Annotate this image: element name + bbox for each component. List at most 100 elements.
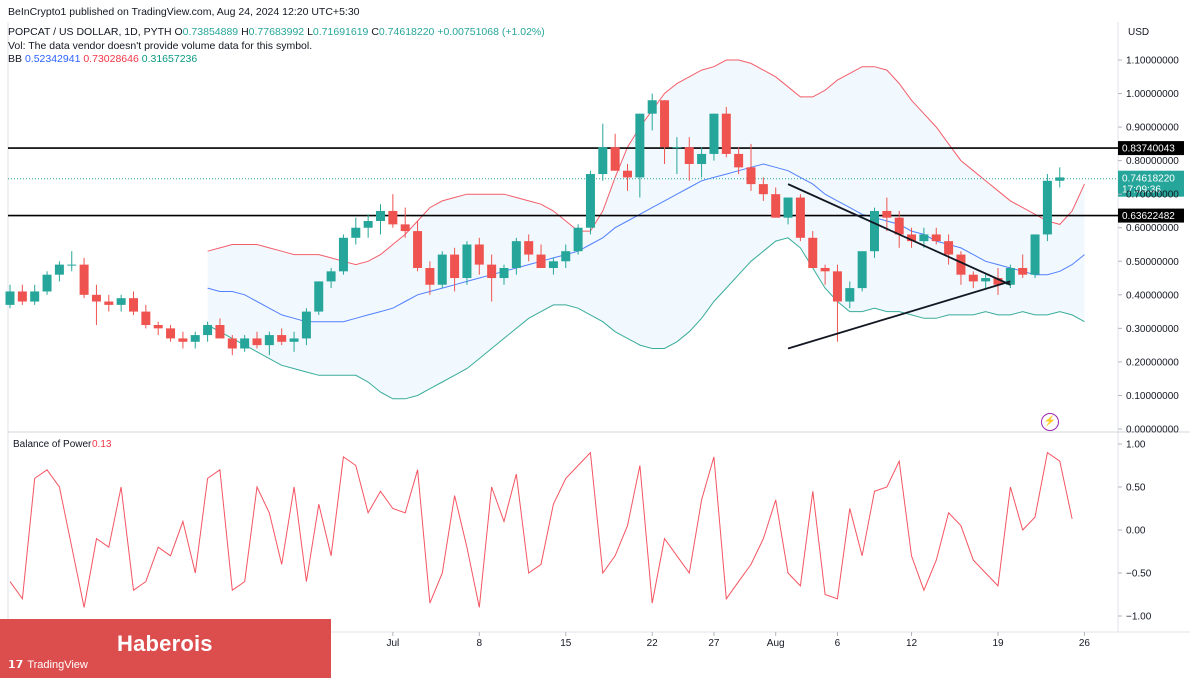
- candle-body: [697, 153, 707, 164]
- last-price-box: [1118, 170, 1184, 197]
- bb-lower-value: 0.31657236: [141, 53, 198, 65]
- candle-body: [338, 237, 348, 272]
- candle-body: [30, 291, 40, 302]
- price-tick-label: 0.60000000: [1126, 223, 1179, 234]
- candle-body: [301, 311, 311, 339]
- bop-title: Balance of Power: [13, 439, 92, 450]
- currency-label[interactable]: USD: [1128, 27, 1150, 38]
- candle-body: [190, 335, 200, 342]
- candle-body: [450, 254, 460, 279]
- candle-body: [758, 184, 768, 195]
- publisher-line: BeInCrypto1 published on TradingView.com…: [8, 6, 360, 18]
- countdown-text: 17:09:36: [1122, 185, 1161, 196]
- trendline: [787, 280, 1011, 350]
- candle-body: [289, 338, 299, 342]
- candle-body: [820, 267, 830, 272]
- bb-basis-line: [207, 163, 1085, 323]
- candle-body: [845, 288, 855, 302]
- candle-body: [907, 234, 917, 242]
- lightning-icon[interactable]: ⚡: [1041, 413, 1059, 431]
- bollinger-bands: [207, 59, 1085, 400]
- bop-tick-label: −0.50: [1126, 569, 1152, 580]
- tradingview-logo-icon: 𝟭𝟳: [8, 659, 24, 671]
- candle-body: [91, 294, 101, 302]
- candles: [5, 93, 1065, 356]
- candle-body: [647, 100, 657, 114]
- candle-body: [277, 335, 287, 342]
- last-price-text: 0.74618220: [1122, 174, 1175, 185]
- change-value: +0.00751068 (+1.02%): [437, 26, 545, 38]
- ohlc-legend: POPCAT / US DOLLAR, 1D, PYTH O0.73854889…: [8, 26, 545, 38]
- price-tick-label: 1.10000000: [1126, 56, 1179, 67]
- candle-body: [882, 210, 892, 218]
- level-label-text: 0.63622482: [1122, 211, 1175, 222]
- candle-body: [252, 338, 262, 346]
- candle-body: [42, 274, 52, 292]
- candle-body: [141, 311, 151, 326]
- candle-body: [870, 210, 879, 252]
- price-tick-label: 0.10000000: [1126, 391, 1179, 402]
- price-tick-label: 0.50000000: [1126, 257, 1179, 268]
- candle-body: [1055, 177, 1065, 181]
- candle-body: [660, 100, 670, 148]
- time-tick-label: Aug: [767, 638, 785, 649]
- bb-basis-value: 0.52342941: [24, 53, 81, 65]
- price-tick-label: 0.20000000: [1126, 357, 1179, 368]
- candle-body: [166, 328, 176, 339]
- candle-body: [425, 267, 435, 285]
- time-tick-label: 12: [906, 638, 918, 649]
- candle-body: [129, 298, 138, 312]
- candle-body: [54, 264, 64, 275]
- symbol-label: POPCAT / US DOLLAR, 1D, PYTH: [8, 26, 172, 38]
- candle-body: [956, 254, 966, 275]
- candle-body: [5, 291, 15, 305]
- time-tick-label: 6: [835, 638, 841, 649]
- candle-body: [585, 174, 595, 228]
- time-tick-label: 15: [560, 638, 572, 649]
- candle-body: [17, 291, 27, 302]
- candle-body: [388, 210, 398, 225]
- candle-body: [240, 338, 250, 349]
- time-tick-label: 27: [708, 638, 720, 649]
- price-tick-label: 1.00000000: [1126, 89, 1179, 100]
- candle-body: [215, 325, 225, 339]
- bb-lower-line: [207, 237, 1085, 400]
- candle-body: [931, 234, 941, 242]
- candle-body: [400, 224, 410, 232]
- candle-body: [894, 217, 904, 235]
- candle-body: [116, 298, 126, 305]
- candle-body: [734, 153, 744, 168]
- bop-tick-label: 0.50: [1126, 483, 1146, 494]
- bop-tick-label: 0.00: [1126, 526, 1146, 537]
- volume-note: Vol: The data vendor doesn't provide vol…: [8, 40, 313, 52]
- candle-body: [610, 147, 620, 171]
- candle-body: [264, 335, 274, 346]
- balance-of-power-plot: Balance of Power 0.13: [9, 439, 1073, 608]
- candle-body: [351, 227, 361, 238]
- candle-body: [413, 231, 423, 268]
- candle-body: [684, 147, 694, 164]
- candle-body: [548, 261, 558, 268]
- candle-body: [104, 301, 114, 305]
- price-tick-label: 0.90000000: [1126, 123, 1179, 134]
- candle-body: [487, 264, 497, 279]
- bop-tick-label: 1.00: [1126, 440, 1146, 451]
- candle-body: [746, 167, 756, 185]
- time-tick-label: 8: [477, 638, 483, 649]
- candle-body: [1018, 267, 1028, 275]
- bb-upper-line: [207, 59, 1085, 266]
- price-tick-label: 0.80000000: [1126, 156, 1179, 167]
- trendlines[interactable]: [787, 183, 1011, 350]
- candle-body: [67, 264, 77, 266]
- tradingview-logo[interactable]: 𝟭𝟳 TradingView: [8, 658, 88, 672]
- price-tick-label: 0.00000000: [1126, 425, 1179, 436]
- price-tick-label: 0.30000000: [1126, 324, 1179, 335]
- candle-body: [1030, 234, 1040, 275]
- candle-body: [832, 271, 842, 302]
- candle-body: [474, 244, 484, 265]
- bop-current-value: 0.13: [92, 439, 112, 450]
- candle-body: [437, 254, 447, 285]
- axes[interactable]: 1.10000000 1.00000000 0.90000000 0.80000000…: [2, 56, 1179, 650]
